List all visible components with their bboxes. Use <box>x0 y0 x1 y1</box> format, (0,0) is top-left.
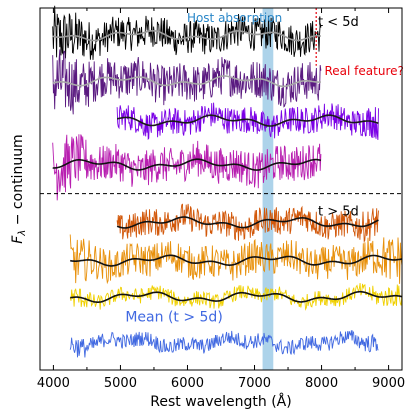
x-axis-ticks: 4000 5000 6000 7000 8000 9000 <box>37 8 405 391</box>
spectrum-2-smoothed <box>52 75 321 88</box>
real-feature-label: Real feature? <box>324 64 403 78</box>
spectrum-7-smoothed <box>70 290 403 303</box>
x-tick-label-5000: 5000 <box>104 376 137 391</box>
y-axis-label-sub: λ <box>17 230 28 237</box>
y-axis-label-main: F <box>10 235 26 244</box>
spectrum-2 <box>52 49 322 115</box>
spectrum-8 <box>69 329 379 358</box>
spectrum-3 <box>116 102 379 141</box>
y-axis-label: Fλ − continuum <box>10 134 28 243</box>
group-label-late: t > 5d <box>318 205 359 220</box>
spectrum-3-smoothed <box>116 114 379 127</box>
x-tick-label-7000: 7000 <box>238 376 271 391</box>
x-tick-label-6000: 6000 <box>171 376 204 391</box>
spectrum-6-smoothed <box>70 254 403 267</box>
spectrum-5-smoothed <box>116 216 379 229</box>
spectra-layer <box>52 5 403 358</box>
y-axis-label-rest: − continuum <box>10 134 26 229</box>
x-tick-label-4000: 4000 <box>37 376 70 391</box>
x-axis-label: Rest wavelength (Å) <box>150 393 291 410</box>
host-absorption-band <box>262 8 274 370</box>
x-tick-label-8000: 8000 <box>305 376 338 391</box>
spectrum-7 <box>69 283 403 311</box>
group-label-early: t < 5d <box>318 15 359 30</box>
host-absorption-label: Host absorption <box>187 11 282 25</box>
spectrum-4 <box>52 134 322 201</box>
spectrum-1-smoothed <box>52 30 321 42</box>
spectrum-4-smoothed <box>52 158 322 171</box>
mean-label: Mean (t > 5d) <box>125 309 222 325</box>
x-tick-label-9000: 9000 <box>372 376 405 391</box>
